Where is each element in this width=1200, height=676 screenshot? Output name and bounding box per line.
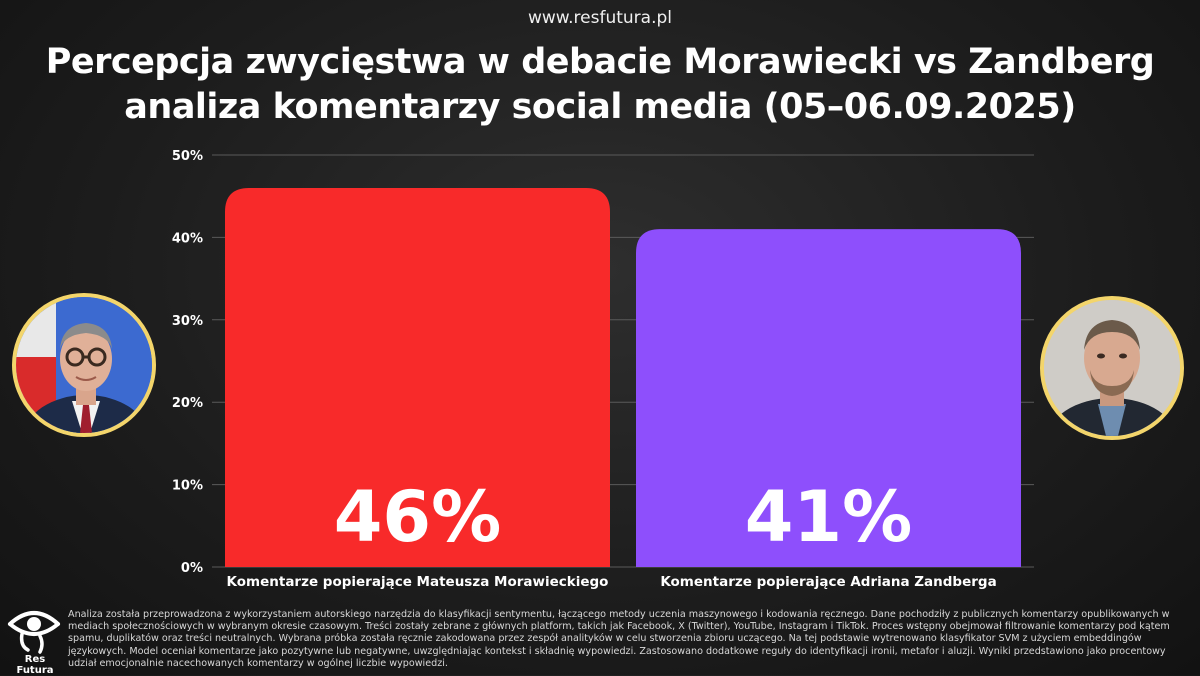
site-url: www.resfutura.pl: [527, 8, 672, 28]
y-tick-label: 30%: [172, 314, 203, 329]
bar: [225, 187, 610, 567]
y-tick-label: 50%: [172, 149, 203, 164]
x-category-label: Komentarze popierające Adriana Zandberga: [660, 574, 996, 590]
res-futura-logo: Res Futura: [6, 600, 62, 676]
methodology-footnote: Analiza została przeprowadzona z wykorzy…: [68, 609, 1170, 669]
eye-logo-icon: [8, 611, 60, 654]
portrait-zandberg: [1040, 296, 1184, 440]
chart-title-line1: Percepcja zwycięstwa w debacie Morawieck…: [45, 42, 1155, 82]
bar-chart: 0% 10% 20% 30% 40% 50% 46% Komentarze popierają…: [172, 149, 1034, 590]
logo-text: Res Futura: [16, 654, 54, 676]
y-tick-label: 40%: [172, 231, 203, 246]
portrait-morawiecki: [12, 293, 156, 437]
y-tick-label: 0%: [181, 561, 203, 576]
bar-value-label: 46%: [334, 476, 502, 558]
y-tick-label: 10%: [172, 479, 203, 494]
bar-value-label: 41%: [745, 476, 913, 558]
chart-title-line2: analiza komentarzy social media (05–06.0…: [124, 87, 1076, 127]
y-tick-label: 20%: [172, 396, 203, 411]
bar: [636, 229, 1021, 567]
x-category-label: Komentarze popierające Mateusza Morawiec…: [227, 574, 609, 590]
